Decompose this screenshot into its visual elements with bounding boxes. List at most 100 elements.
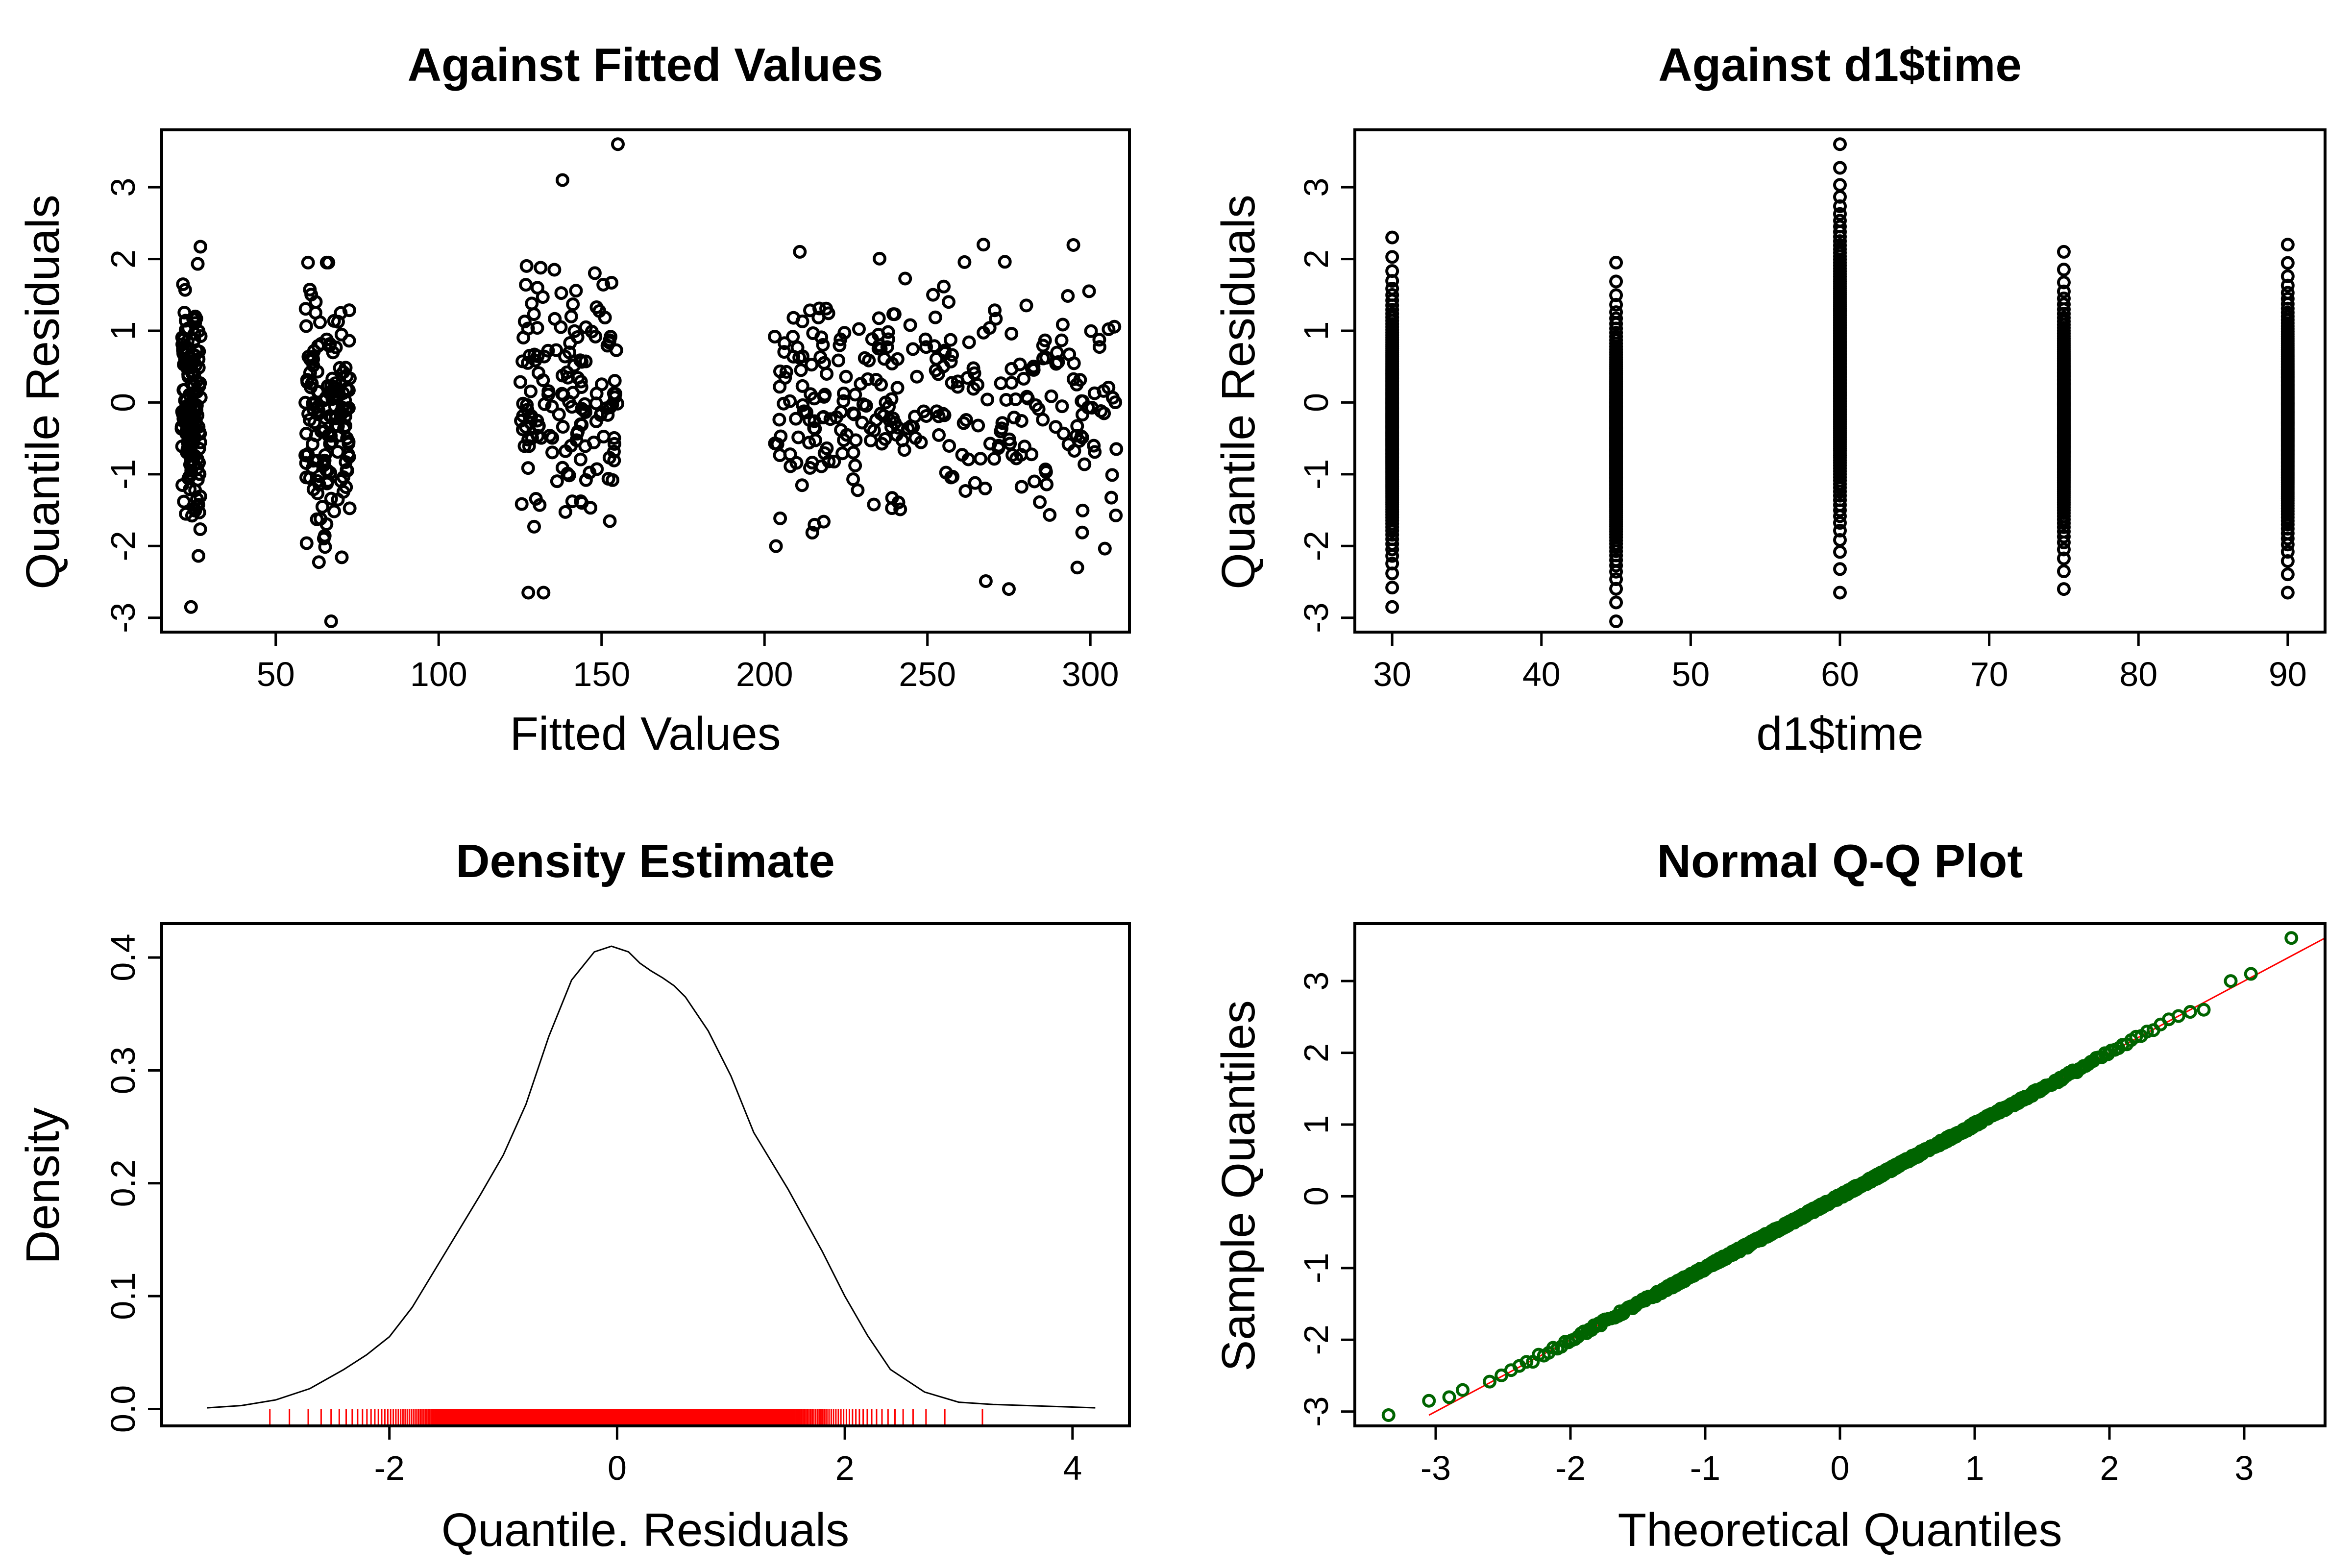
y-tick-label: -3 [104,603,142,633]
data-point [1033,495,1047,509]
data-point [980,392,995,407]
data-point [806,326,820,341]
data-point [575,417,589,432]
data-point [873,251,887,266]
data-point [890,381,905,395]
data-point [777,396,791,411]
data-point [817,390,831,404]
data-point [319,332,334,346]
data-point [1108,395,1123,410]
data-point [175,337,190,351]
data-point [575,496,589,510]
y-tick-label: 3 [1297,972,1335,991]
data-point [548,312,562,326]
data-point [606,473,620,487]
data-point [874,377,888,392]
data-point [2280,292,2295,306]
data-point [315,500,329,514]
data-point [1609,255,1623,270]
data-point [545,431,560,445]
data-point [596,277,611,292]
data-point [820,367,834,381]
data-point [1385,581,1399,595]
data-point [1385,600,1399,614]
data-point [299,456,313,470]
qq-point [1519,1355,1534,1369]
data-point [583,466,597,480]
data-point [2280,567,2295,582]
data-point [772,413,786,427]
data-point [1004,362,1019,376]
data-point [589,396,603,411]
data-point [819,301,833,316]
data-point [943,333,957,347]
data-point [335,550,349,564]
data-point [778,370,792,385]
data-point [300,373,314,387]
data-point [906,342,920,356]
x-tick-label: 60 [1821,655,1859,693]
data-point [1833,207,1847,221]
data-point [926,288,940,302]
data-point [573,452,588,466]
data-point [2280,554,2295,568]
data-point [538,397,552,411]
data-point [306,352,320,366]
data-point [1097,384,1111,398]
data-point [175,406,190,420]
axes: 50 100 150 200 250 300 -3 -2 -1 0 1 2 3 [104,178,1119,693]
data-point [1385,230,1399,245]
chart-title: Density Estimate [456,835,835,887]
data-point [607,444,621,459]
data-point [1044,389,1058,403]
data-point [1609,288,1623,302]
data-point [529,491,543,506]
y-tick-label: 1 [104,321,142,341]
data-point [846,445,860,460]
data-point [914,435,928,449]
data-point [566,297,580,311]
data-point [602,335,616,349]
qq-point [1381,1408,1396,1422]
data-point [816,338,830,352]
data-point [603,514,617,528]
data-point [880,340,894,354]
qq-point [2129,1029,2143,1044]
data-point [839,369,853,384]
data-point [1019,298,1033,313]
x-tick-label: -2 [1555,1449,1586,1487]
y-tick-label: 0.3 [104,1047,142,1094]
x-tick-label: 30 [1373,655,1411,693]
data-point [1062,347,1077,362]
data-point [320,476,334,490]
data-point [1070,419,1084,433]
data-point [575,355,589,369]
data-point [194,240,208,254]
data-point [1051,355,1065,369]
data-point [558,349,572,364]
data-point [311,407,325,421]
data-point [970,378,984,392]
data-point [190,461,204,475]
qq-point [2171,1009,2185,1023]
data-point [184,600,198,614]
data-point [531,366,545,380]
data-point [306,454,320,468]
data-point [1028,474,1042,489]
data-point [1067,444,1081,458]
data-point [860,372,875,386]
data-point [1070,561,1084,575]
y-axis-label: Density [17,1107,69,1264]
data-point [312,469,326,483]
data-point [589,300,604,314]
data-point [816,514,831,529]
plot-frame [1353,128,2327,634]
plot-frame [1353,922,2327,1427]
data-point [959,413,973,427]
data-point [1833,586,1847,600]
data-point [1005,448,1020,462]
qq-point [1442,1390,1456,1404]
data-point [977,238,991,252]
data-point [1109,508,1123,522]
